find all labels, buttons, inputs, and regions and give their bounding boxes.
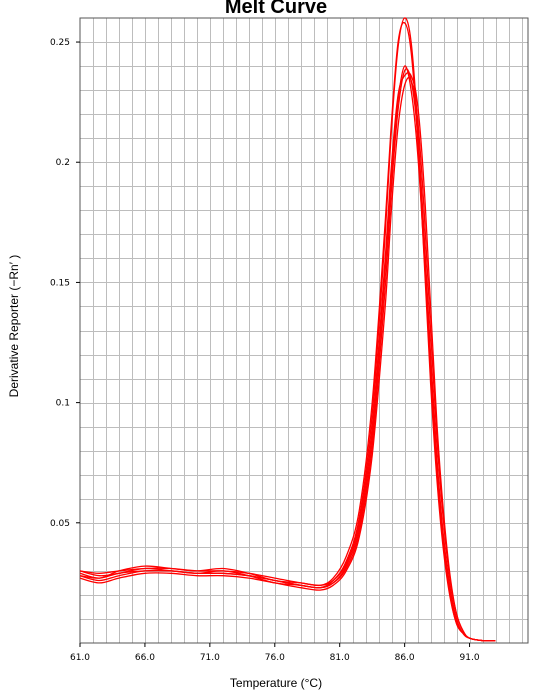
grid-layer [80, 18, 528, 643]
y-tick-label: 0.05 [50, 519, 70, 529]
y-tick-label: 0.25 [50, 38, 70, 48]
plot-frame [79, 17, 529, 644]
tick-layer: 61.0 66.0 71.0 76.0 81.0 86.0 91.0 0.05 0.1 0.15 0… [50, 38, 480, 663]
x-tick-label: 61.0 [70, 653, 90, 663]
x-axis-label: Temperature (°C) [229, 676, 323, 690]
x-tick-label: 81.0 [330, 653, 350, 663]
y-tick-label: 0.15 [50, 278, 70, 288]
x-tick-label: 76.0 [265, 653, 285, 663]
chart-title: Melt Curve [224, 0, 328, 18]
y-tick-label: 0.1 [56, 399, 70, 409]
melt-curve-line-2 [79, 21, 496, 642]
y-tick-label: 0.2 [56, 158, 70, 168]
x-tick-label: 91.0 [460, 653, 480, 663]
melt-curve-line-4 [79, 76, 496, 642]
series-layer [79, 17, 496, 642]
x-tick-label: 66.0 [135, 653, 155, 663]
melt-curve-line-5 [79, 72, 496, 642]
y-axis-label: Derivative Reporter (−Rn′ ) [7, 254, 21, 398]
x-tick-label: 71.0 [200, 653, 220, 663]
melt-curve-line-6 [79, 65, 496, 642]
x-tick-label: 86.0 [395, 653, 415, 663]
